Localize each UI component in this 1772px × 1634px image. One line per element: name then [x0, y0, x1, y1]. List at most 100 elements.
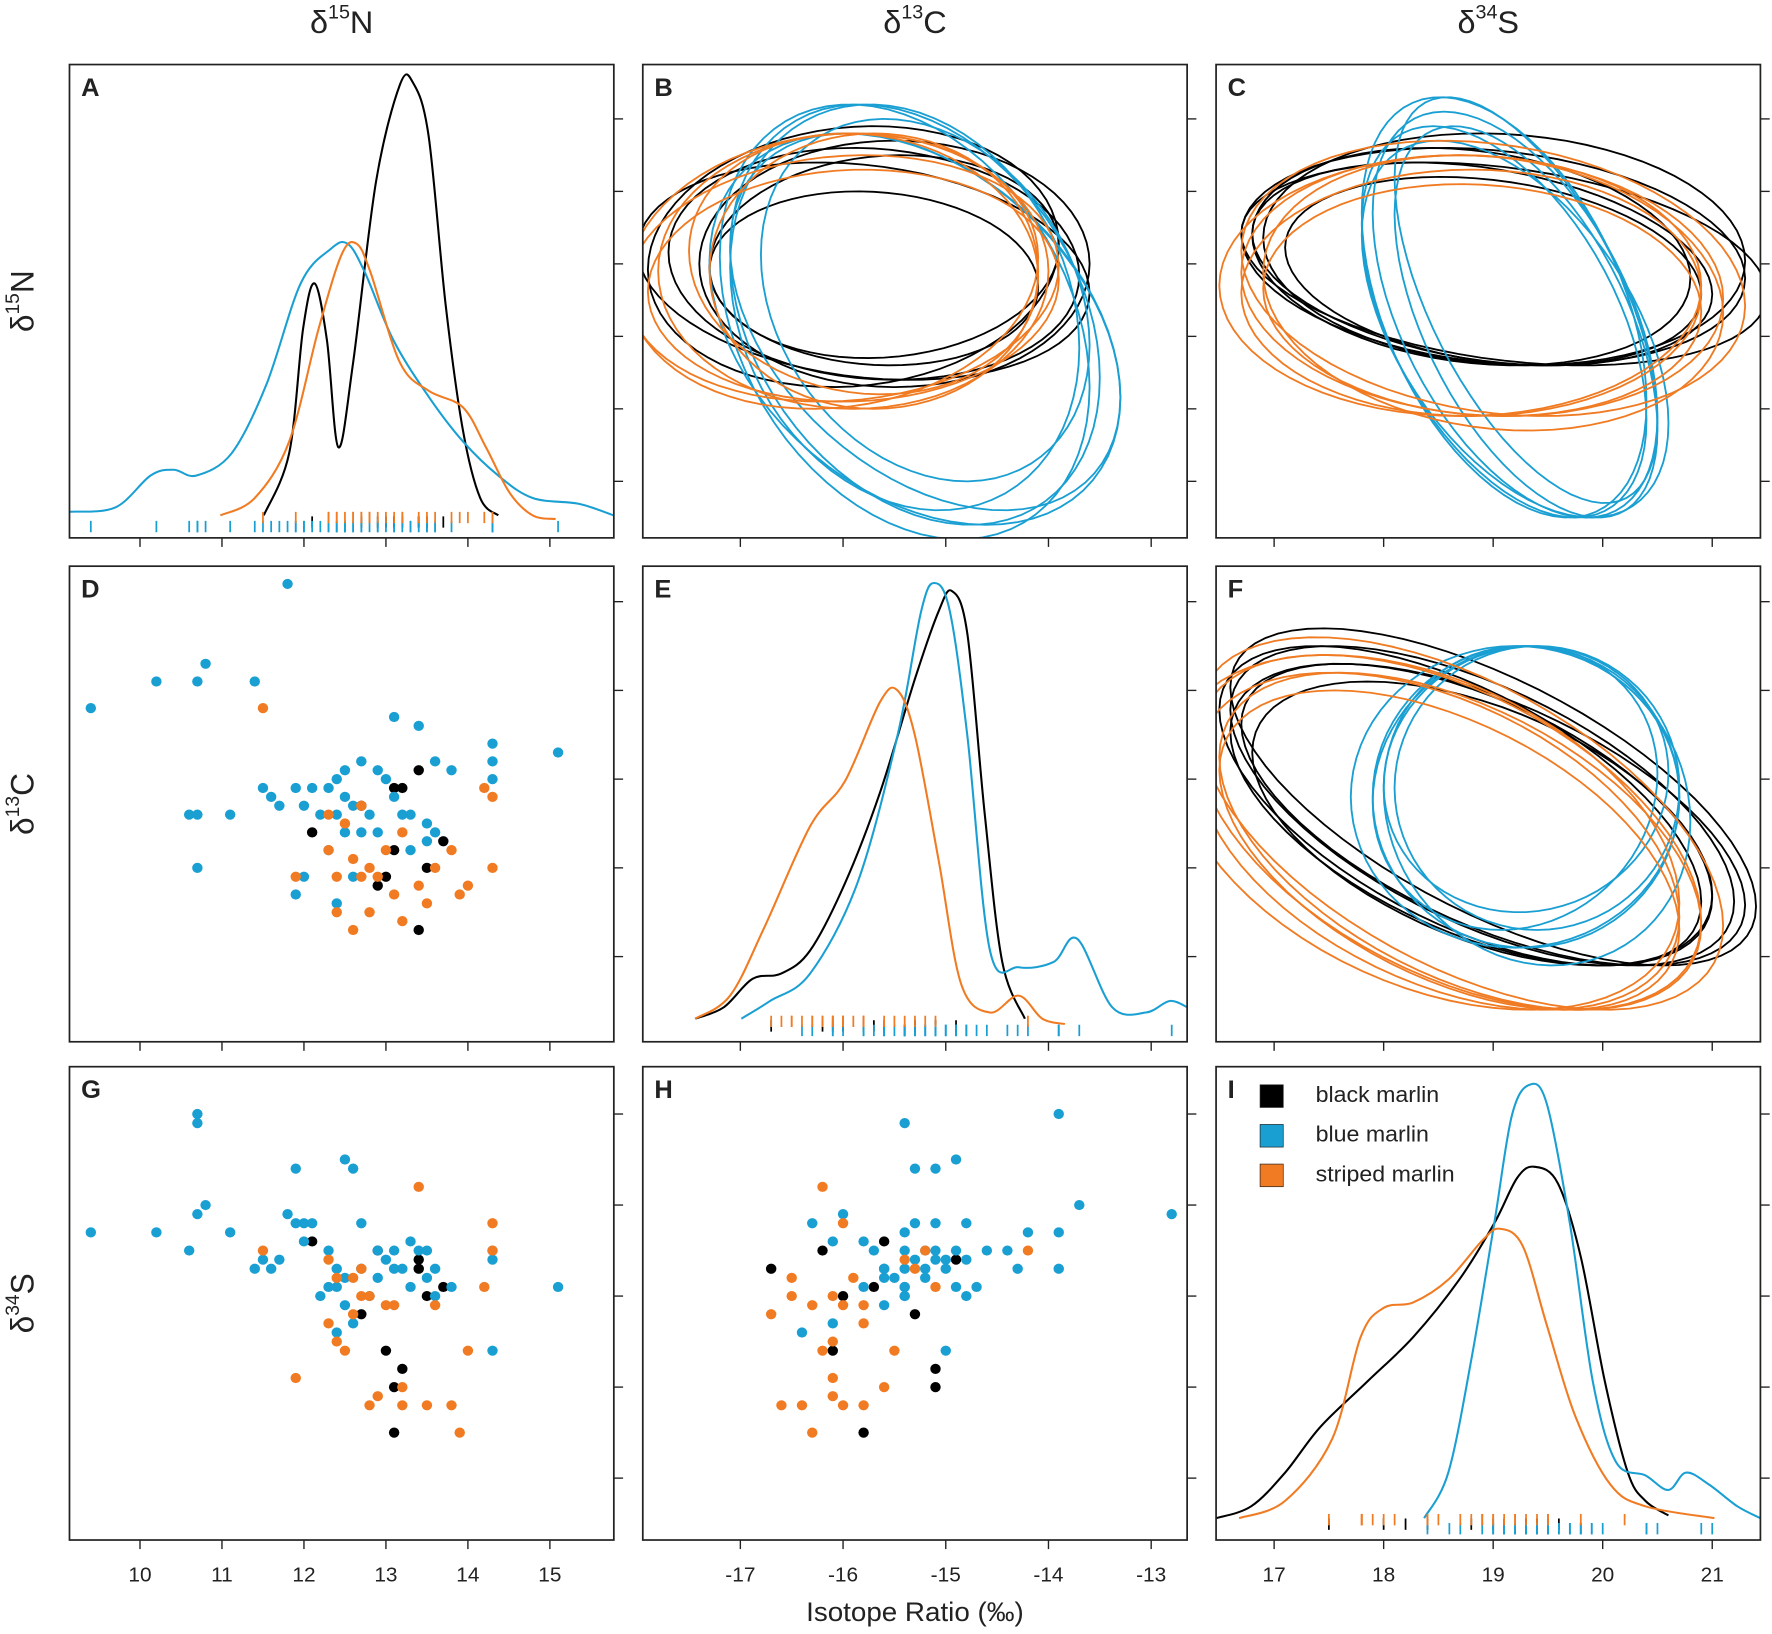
scatter-point: [930, 1363, 941, 1374]
scatter-point: [282, 1209, 293, 1220]
variable-symbol: δ: [310, 5, 328, 41]
scatter-point: [765, 1263, 777, 1274]
x-tick-label: 15: [538, 1564, 561, 1587]
panel-label: C: [1228, 74, 1246, 102]
density-curve: [1216, 1165, 1669, 1520]
variable-element: N: [350, 5, 373, 41]
scatter-point: [372, 1272, 383, 1283]
variable-mass: 34: [2, 1294, 24, 1316]
scatter-point: [878, 1300, 890, 1311]
scatter-point: [347, 1272, 359, 1283]
scatter-point: [339, 1154, 351, 1165]
x-tick-label: -15: [931, 1564, 961, 1587]
scatter-point: [487, 1254, 498, 1265]
scatter-point: [413, 880, 424, 891]
scatter-point: [323, 1245, 334, 1256]
scatter-point: [487, 1245, 498, 1256]
ellipse: [729, 103, 1101, 526]
scatter-point: [552, 747, 564, 758]
scatter-point: [889, 1345, 900, 1356]
scatter-point: [397, 1363, 408, 1374]
density-curve: [694, 686, 1066, 1026]
scatter-point: [380, 845, 392, 856]
scatter-point: [331, 809, 342, 820]
panel-label: F: [1228, 576, 1244, 604]
ellipse: [1284, 175, 1703, 367]
scatter-point: [487, 738, 498, 749]
scatter-point: [446, 1400, 457, 1411]
scatter-point: [429, 756, 441, 767]
scatter-point: [265, 791, 277, 802]
scatter-point: [462, 880, 474, 891]
scatter-point: [817, 1245, 828, 1256]
panel-frame: [641, 1065, 1188, 1541]
scatter-point: [950, 1245, 962, 1256]
panel-label: G: [81, 1076, 101, 1104]
variable-symbol: δ: [883, 5, 901, 41]
scatter-point: [429, 1263, 441, 1274]
variable-label: δ13C: [2, 773, 41, 835]
scatter-point: [899, 1281, 910, 1293]
scatter-point: [290, 1163, 301, 1174]
scatter-point: [364, 1290, 375, 1302]
scatter-point: [192, 676, 203, 687]
scatter-point: [909, 1218, 921, 1229]
scatter-point: [981, 1245, 993, 1256]
scatter-point: [183, 809, 195, 820]
scatter-point: [331, 1327, 342, 1338]
scatter-point: [827, 1372, 839, 1384]
scatter-point: [323, 1318, 334, 1329]
scatter-point: [413, 924, 424, 936]
x-tick-label: -14: [1033, 1564, 1063, 1587]
panel-frame: [1215, 63, 1762, 539]
scatter-point: [920, 1245, 931, 1256]
ellipse: [718, 103, 1091, 538]
density-curve: [740, 582, 1188, 1020]
scatter-point: [858, 1318, 869, 1329]
scatter-point: [858, 1281, 869, 1293]
variable-mass: 13: [901, 2, 923, 24]
scatter-point: [290, 782, 301, 794]
panel: [1216, 627, 1757, 1011]
ellipse: [759, 117, 1091, 483]
scatter-point: [858, 1400, 869, 1411]
scatter-point: [909, 1309, 921, 1320]
panel: [694, 582, 1188, 1037]
scatter-point: [249, 1263, 260, 1274]
scatter-point: [347, 1318, 359, 1329]
x-tick-label: 11: [211, 1564, 233, 1587]
scatter-point: [372, 1245, 383, 1256]
scatter-point: [274, 1254, 285, 1265]
scatter-point: [282, 578, 293, 590]
scatter-point: [151, 676, 162, 687]
scatter-point: [1022, 1245, 1034, 1256]
scatter-point: [323, 809, 334, 820]
scatter-point: [1002, 1245, 1013, 1256]
panel: [85, 1108, 564, 1438]
variable-element: S: [1497, 5, 1519, 41]
scatter-point: [331, 898, 342, 909]
variable-symbol: δ: [5, 817, 41, 835]
scatter-point: [1053, 1227, 1064, 1238]
scatter-point: [315, 809, 326, 820]
panel-label: I: [1228, 1076, 1235, 1104]
variable-label: δ15N: [2, 270, 41, 332]
scatter-point: [462, 1345, 474, 1356]
scatter-point: [429, 1290, 441, 1302]
scatter-point: [817, 1345, 828, 1356]
scatter-point: [807, 1218, 818, 1229]
variable-mass: 15: [328, 2, 350, 24]
scatter-point: [388, 1263, 400, 1274]
ellipse: [642, 132, 1040, 410]
scatter-point: [331, 774, 342, 785]
ellipse: [1229, 645, 1736, 967]
density-curve: [69, 240, 614, 517]
scatter-point: [397, 916, 408, 927]
scatter-point: [85, 703, 97, 714]
variable-symbol: δ: [5, 315, 41, 333]
x-tick-label: 19: [1482, 1564, 1505, 1587]
scatter-point: [339, 791, 351, 802]
scatter-point: [421, 1245, 433, 1256]
